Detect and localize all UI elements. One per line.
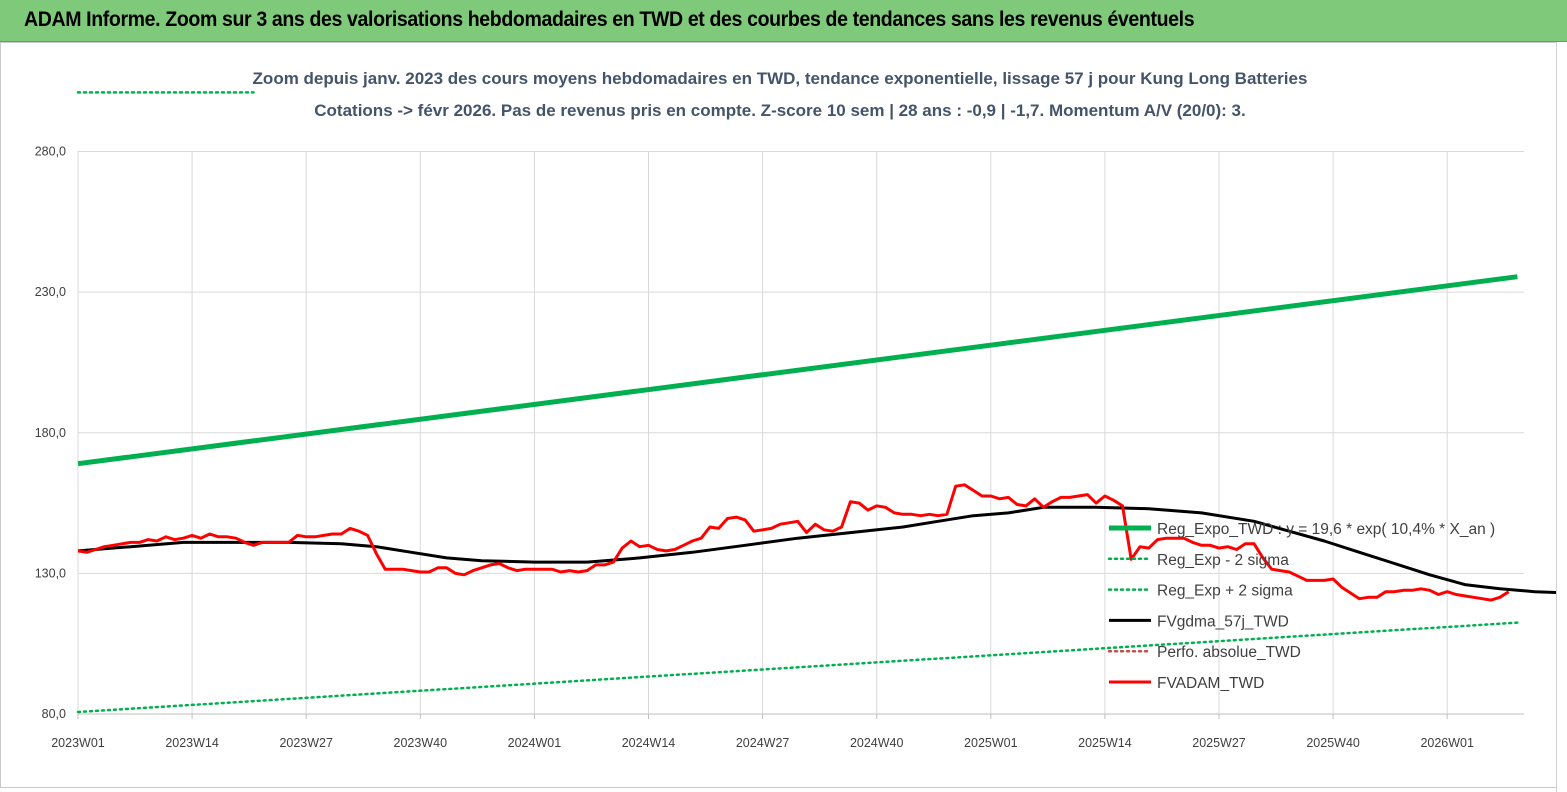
x-tick-label: 2025W40 [1306,736,1360,750]
x-tick-label: 2023W40 [394,736,448,750]
series-line-1 [76,621,1519,714]
grid-lines [77,151,1524,715]
chart-title: Zoom depuis janv. 2023 des cours moyens … [253,69,1308,88]
legend-label-2: Reg_Exp + 2 sigma [1157,583,1293,600]
y-tick-label: 180,0 [35,426,66,440]
x-tick-label: 2024W27 [736,736,790,750]
side-strip [1556,42,1567,792]
y-tick-label: 230,0 [35,285,66,299]
legend-label-0: Reg_Expo_TWD : y = 19,6 * exp( 10,4% * X… [1157,521,1495,538]
legend-label-1: Reg_Exp - 2 sigma [1157,552,1289,569]
y-tick-label: 80,0 [42,707,66,721]
x-tick-label: 2025W14 [1078,736,1132,750]
legend-label-5: FVADAM_TWD [1157,675,1264,692]
legend: Reg_Expo_TWD : y = 19,6 * exp( 10,4% * X… [1107,521,1495,692]
series-line-3 [77,505,1556,595]
y-tick-label: 130,0 [35,566,66,580]
series-layer [76,91,1556,714]
report-title: ADAM Informe. Zoom sur 3 ans des valoris… [24,8,1195,31]
axis-ticks: 80,0 130,0 180,0 230,0 280,0 2023W01 2023W14 20… [35,145,1524,750]
chart-subtitle: Cotations -> févr 2026. Pas de revenus p… [314,101,1245,120]
legend-label-3: FVgdma_57j_TWD [1157,613,1289,630]
x-tick-label: 2023W01 [51,736,105,750]
x-tick-label: 2024W14 [622,736,676,750]
report-banner: ADAM Informe. Zoom sur 3 ans des valoris… [0,0,1567,42]
legend-label-4: Perfo. absolue_TWD [1157,644,1301,661]
x-tick-label: 2023W14 [165,736,219,750]
series-line-4 [77,483,1510,602]
x-tick-label: 2023W27 [279,736,333,750]
x-tick-label: 2024W40 [850,736,904,750]
x-tick-label: 2026W01 [1420,736,1474,750]
x-tick-label: 2025W27 [1192,736,1246,750]
y-tick-label: 280,0 [35,145,66,159]
series-line-0 [77,274,1518,467]
x-tick-label: 2024W01 [508,736,562,750]
x-tick-label: 2025W01 [964,736,1018,750]
